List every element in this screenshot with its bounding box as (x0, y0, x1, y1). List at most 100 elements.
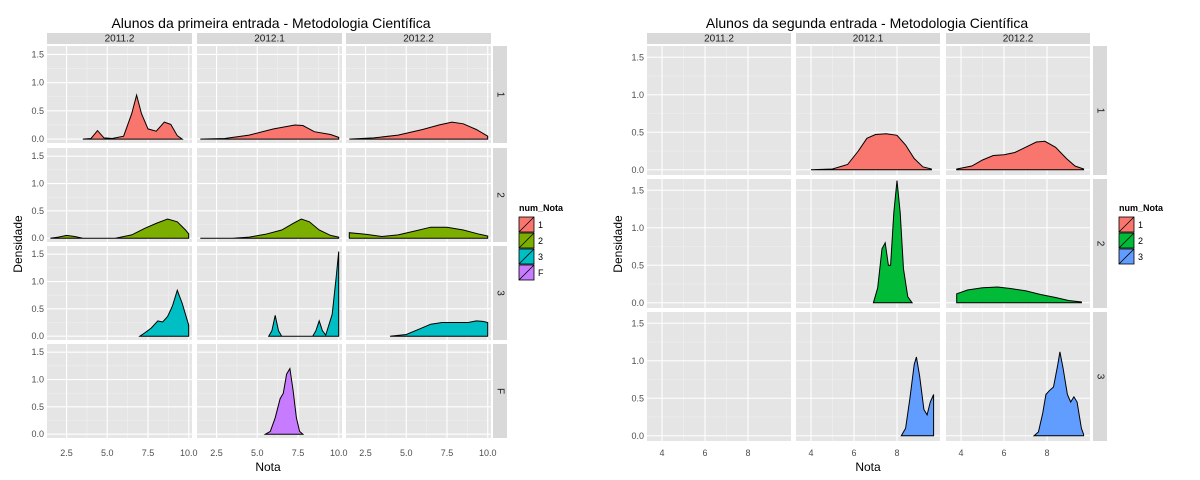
legend-label: 3 (1138, 252, 1143, 262)
x-tick-label: 7.5 (292, 448, 305, 458)
facet-panel (796, 179, 940, 308)
x-tick-label: 4 (809, 448, 814, 458)
density-area (872, 180, 914, 304)
y-tick-label: 0.0 (631, 298, 644, 308)
y-tick-label: 0.0 (31, 134, 44, 144)
col-strip-bg (647, 33, 791, 44)
col-strip: 2011.2 (647, 33, 791, 45)
col-strip-label: 2012.2 (403, 34, 434, 45)
row-strip-label: 3 (1095, 374, 1106, 380)
y-tick-label: 1.0 (631, 90, 644, 100)
panel-background (197, 148, 342, 242)
y-tick-label: 0.5 (31, 304, 44, 314)
col-strip-label: 2012.1 (853, 34, 884, 45)
y-tick-label: 0.0 (631, 165, 644, 175)
panel-background (346, 344, 491, 438)
density-area (956, 140, 1085, 171)
panel-background (647, 179, 791, 308)
y-tick-label: 1.5 (631, 52, 644, 62)
row-strip: 1 (1093, 46, 1107, 175)
col-strip-bg (946, 33, 1090, 44)
x-tick-label: 6 (852, 448, 857, 458)
density-area (82, 93, 184, 140)
facet-panel (946, 312, 1090, 441)
facet-panel (946, 179, 1090, 308)
facet-panel (647, 46, 791, 175)
col-strip-label: 2012.2 (1003, 34, 1034, 45)
legend-item: 1 (1118, 216, 1143, 233)
y-tick-label: 1.5 (31, 347, 44, 357)
facet-panel (197, 46, 342, 143)
legend-label: 3 (538, 252, 543, 262)
density-area (263, 367, 305, 435)
row-strip: 3 (493, 246, 507, 340)
x-tick-label: 5.0 (400, 448, 413, 458)
row-strip-bg (1093, 312, 1107, 441)
col-strip-label: 2012.1 (254, 34, 285, 45)
legend-title: num_Nota (1119, 203, 1164, 213)
col-strip-label: 2011.2 (105, 34, 135, 45)
y-tick-label: 0.5 (631, 260, 644, 270)
y-tick-label: 1.0 (31, 375, 44, 385)
col-strip: 2012.2 (946, 33, 1090, 45)
facet-panel (197, 246, 342, 340)
x-tick-label: 7.5 (142, 448, 155, 458)
row-strip-bg (493, 148, 507, 242)
x-tick-label: 10.0 (479, 448, 497, 458)
row-strip-bg (493, 344, 507, 438)
density-area (50, 218, 190, 239)
row-strip-bg (493, 46, 507, 143)
row-strip-bg (1093, 46, 1107, 175)
chart-right: Alunos da segunda entrada - Metodologia … (611, 15, 1164, 474)
legend-item: 1 (518, 216, 543, 233)
density-area (200, 124, 340, 140)
density-area (200, 218, 340, 239)
legend: num_Nota 1 2 3 (1118, 203, 1164, 265)
chart-title: Alunos da primeira entrada - Metodologia… (111, 15, 430, 31)
y-tick-label: 1.5 (31, 49, 44, 59)
density-area (1032, 351, 1085, 437)
density-area (900, 356, 935, 437)
legend-key-slash (1118, 216, 1135, 233)
density-area (138, 288, 190, 337)
facet-panel (47, 46, 192, 143)
x-tick-label: 8 (895, 448, 900, 458)
x-tick-label: 2.5 (60, 448, 73, 458)
row-strip: 1 (493, 46, 507, 143)
y-tick-label: 0.5 (631, 127, 644, 137)
legend-key-slash (518, 248, 535, 265)
col-strip-bg (47, 33, 192, 44)
facet-panel (647, 179, 791, 308)
facet-panel (197, 344, 342, 438)
facet-panel (346, 46, 491, 143)
panel-background (197, 344, 342, 438)
y-tick-label: 1.0 (631, 223, 644, 233)
y-tick-label: 0.5 (31, 106, 44, 116)
density-area (267, 251, 340, 337)
legend-label: 2 (1138, 236, 1143, 246)
legend-label: 1 (538, 220, 543, 230)
facet-panel (47, 344, 192, 438)
col-strip-bg (197, 33, 342, 44)
x-axis-title: Nota (255, 460, 281, 474)
col-strip: 2011.2 (47, 33, 192, 45)
row-strip-label: 3 (495, 290, 506, 296)
legend-item: 2 (1118, 232, 1143, 249)
legend-key-slash (518, 264, 535, 281)
y-tick-label: 1.5 (631, 318, 644, 328)
x-tick-label: 2.5 (359, 448, 372, 458)
legend-label: 1 (1138, 220, 1143, 230)
col-strip-label: 2011.2 (704, 34, 734, 45)
y-tick-label: 0.5 (31, 402, 44, 412)
panel-background (647, 46, 791, 175)
y-tick-label: 0.0 (31, 233, 44, 243)
col-strip-bg (796, 33, 940, 44)
y-tick-label: 1.0 (631, 356, 644, 366)
y-axis-title: Densidade (11, 215, 25, 273)
panel-background (47, 344, 192, 438)
legend-title: num_Nota (519, 203, 564, 213)
facet-panel (197, 148, 342, 242)
x-tick-label: 5.0 (101, 448, 114, 458)
facet-panel (796, 312, 940, 441)
facet-panel (946, 46, 1090, 175)
